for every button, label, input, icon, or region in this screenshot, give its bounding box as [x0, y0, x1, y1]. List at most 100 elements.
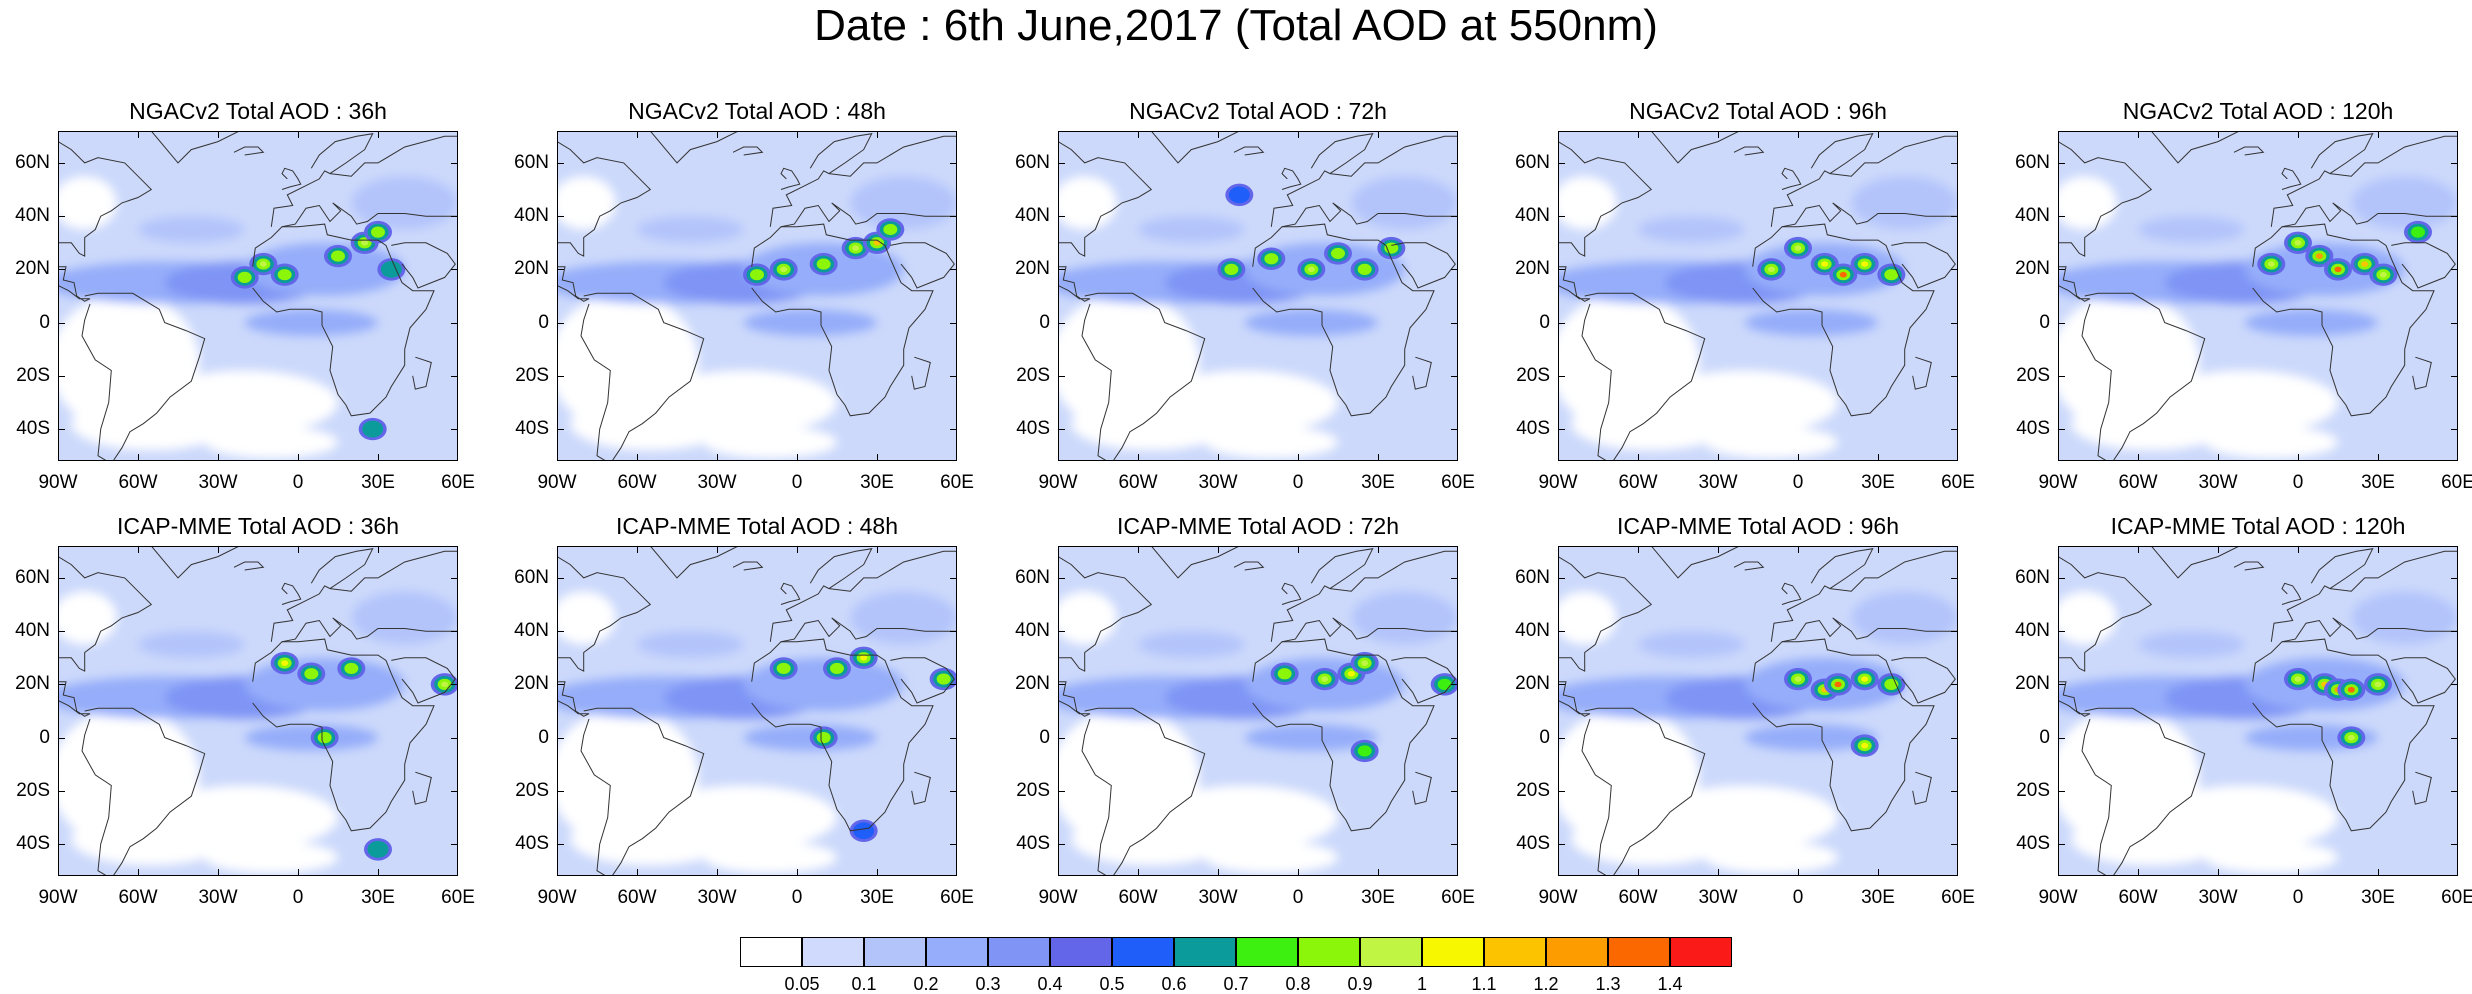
longitude-label: 60W	[617, 472, 657, 493]
dust-core	[853, 822, 875, 840]
longitude-label: 0	[2292, 887, 2304, 908]
map-frame	[1058, 546, 1458, 876]
longitude-tick	[457, 546, 458, 553]
latitude-label: 20N	[514, 673, 549, 695]
longitude-tick	[557, 454, 558, 461]
coastline	[1058, 546, 1153, 672]
colorbar-label: 0.6	[1161, 974, 1187, 994]
latitude-label: 20S	[2016, 364, 2050, 386]
coastline	[1058, 681, 1091, 717]
longitude-tick	[378, 454, 379, 461]
longitude-tick	[2058, 869, 2059, 876]
latitude-tick	[1951, 684, 1958, 686]
coastline	[2233, 146, 2265, 156]
coastline	[391, 242, 456, 289]
latitude-label: 60N	[1515, 151, 1550, 173]
coastline	[1752, 223, 1935, 417]
coastline	[2233, 561, 2265, 571]
coastline	[1058, 266, 1091, 302]
latitude-tick	[58, 162, 65, 164]
map-panel: NGACv2 Total AOD : 72h 60N 40N 20N 0 20S 40S 90…	[1015, 98, 1475, 493]
latitude-tick	[950, 375, 957, 377]
longitude-label: 30E	[1861, 887, 1895, 908]
latitude-tick	[950, 216, 957, 218]
longitude-tick	[457, 454, 458, 461]
coastline	[2058, 546, 2153, 672]
latitude-label: 20N	[1515, 673, 1550, 695]
latitude-tick	[2058, 684, 2065, 686]
dust-core	[331, 250, 345, 262]
latitude-tick	[950, 631, 957, 633]
latitude-tick	[1558, 684, 1565, 686]
latitude-tick	[557, 322, 564, 324]
coastline	[2270, 135, 2458, 228]
latitude-label: 20S	[16, 364, 50, 386]
longitude-label: 60E	[1941, 472, 1975, 493]
longitude-label: 60E	[940, 887, 974, 908]
aod-map	[557, 131, 957, 461]
longitude-tick	[1558, 131, 1559, 138]
coastline	[412, 356, 432, 390]
plume-region	[1744, 724, 1878, 751]
coastline	[780, 167, 801, 190]
longitude-tick	[2298, 869, 2299, 876]
dust-core	[1884, 269, 1899, 281]
coastline	[769, 135, 957, 228]
colorbar-label: 0.3	[975, 974, 1001, 994]
longitude-tick	[1378, 131, 1379, 138]
longitude-tick	[956, 546, 957, 553]
map-frame	[2058, 546, 2458, 876]
longitude-label: 90W	[2038, 472, 2078, 493]
coastlines	[58, 131, 458, 461]
longitude-tick	[1718, 131, 1719, 138]
coastline	[1310, 133, 1374, 175]
dust-core	[1794, 676, 1802, 682]
longitude-label: 30E	[361, 887, 395, 908]
latitude-tick	[2451, 429, 2458, 431]
longitude-tick	[1138, 546, 1139, 553]
aod-field-svg	[1058, 546, 1458, 876]
longitude-tick	[1638, 869, 1639, 876]
longitude-label: 60W	[2118, 472, 2158, 493]
latitude-label: 20S	[1016, 364, 1050, 386]
latitude-tick	[2058, 216, 2065, 218]
coastline	[1581, 707, 1706, 876]
aod-field-svg	[58, 546, 458, 876]
longitude-label: 60E	[2441, 472, 2472, 493]
coastline	[751, 223, 934, 417]
longitude-label: 60E	[441, 887, 475, 908]
longitude-tick	[797, 454, 798, 461]
coastline	[1233, 561, 1265, 571]
coastline	[1391, 242, 1456, 289]
longitude-tick	[1058, 131, 1059, 138]
longitude-tick	[2218, 546, 2219, 553]
coastline	[809, 133, 873, 175]
longitude-tick	[956, 131, 957, 138]
longitude-tick	[637, 454, 638, 461]
longitude-label: 90W	[537, 472, 577, 493]
longitude-tick	[298, 546, 299, 553]
main-title: Date : 6th June,2017 (Total AOD at 550nm…	[814, 1, 1658, 50]
longitude-tick	[138, 869, 139, 876]
aod-field-svg	[1558, 546, 1958, 876]
latitude-tick	[557, 844, 564, 846]
coastline	[281, 582, 302, 605]
longitude-tick	[956, 869, 957, 876]
coastline	[1270, 550, 1458, 643]
longitude-tick	[1798, 454, 1799, 461]
colorbar-swatch	[1112, 937, 1174, 967]
latitude-tick	[2058, 737, 2065, 739]
clean-air-region	[2151, 785, 2338, 850]
dust-core	[1307, 266, 1315, 273]
latitude-tick	[1058, 790, 1065, 792]
latitude-label: 0	[1039, 726, 1050, 748]
colorbar-swatch	[802, 937, 864, 967]
clean-air-region	[151, 370, 338, 435]
longitude-tick	[2298, 546, 2299, 553]
longitude-label: 30E	[2361, 887, 2395, 908]
longitude-tick	[557, 869, 558, 876]
dust-core	[1834, 681, 1842, 688]
longitude-tick	[1798, 546, 1799, 553]
latitude-label: 0	[2039, 311, 2050, 333]
longitude-tick	[138, 546, 139, 553]
